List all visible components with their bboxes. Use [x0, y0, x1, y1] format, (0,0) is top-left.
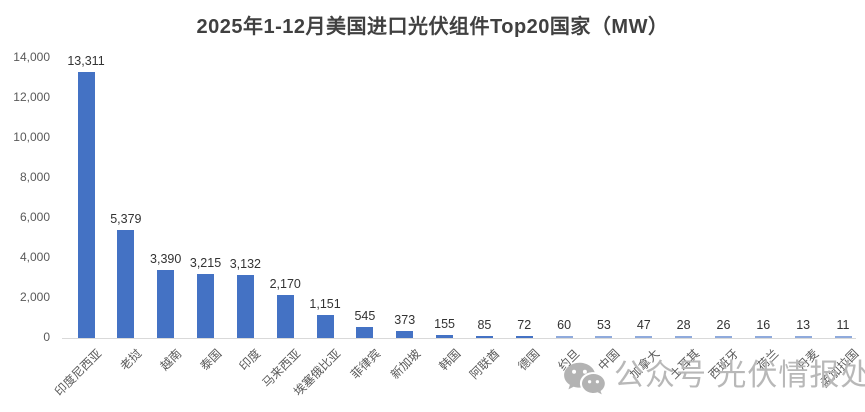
bar-value-label: 5,379	[110, 212, 142, 226]
bar	[236, 275, 254, 338]
bar-value-label: 47	[636, 318, 651, 332]
bar-value-label: 11	[836, 318, 850, 332]
x-tick-label: 菲律宾	[347, 346, 384, 382]
bar	[754, 336, 772, 338]
y-tick-label: 4,000	[19, 250, 50, 264]
bar-value-label: 545	[354, 309, 376, 323]
bar-value-label: 60	[557, 318, 572, 332]
bar	[157, 270, 175, 338]
x-tick-label: 韩国	[436, 346, 463, 374]
bar-value-label: 3,132	[229, 257, 261, 271]
bar-value-label: 1,151	[309, 297, 341, 311]
bar-value-label: 2,170	[269, 277, 301, 291]
x-tick-label: 阿联酋	[467, 346, 503, 382]
y-tick-label: 0	[43, 330, 50, 344]
bar	[117, 230, 135, 338]
bar	[197, 274, 215, 338]
bar-value-label: 26	[716, 318, 731, 332]
bar	[675, 336, 693, 338]
x-tick-label: 老挝	[117, 346, 145, 374]
bar	[515, 336, 533, 338]
bar-value-label: 3,390	[150, 252, 182, 266]
bar	[356, 327, 374, 338]
bar	[714, 336, 732, 338]
x-tick-label: 荷兰	[754, 346, 782, 374]
x-axis-line	[62, 338, 856, 339]
bar	[794, 336, 812, 338]
x-tick-label: 印度尼西亚	[51, 346, 105, 399]
chart-title: 2025年1-12月美国进口光伏组件Top20国家（MW）	[196, 16, 669, 38]
x-tick-label: 印度	[236, 346, 264, 374]
x-tick-label: 土耳其	[666, 346, 702, 382]
bar-value-label: 53	[596, 318, 611, 332]
x-tick-label: 泰国	[196, 346, 224, 374]
x-tick-label: 新加坡	[387, 346, 424, 382]
bar	[834, 336, 852, 338]
bar	[475, 336, 493, 338]
x-tick-label: 加拿大	[626, 346, 663, 382]
bar	[276, 295, 294, 338]
x-tick-label: 约旦	[555, 346, 583, 374]
x-tick-label: 丹麦	[794, 346, 822, 374]
bar	[555, 336, 573, 338]
bar	[396, 331, 414, 338]
bar-value-label: 85	[477, 318, 492, 332]
x-tick-label: 德国	[515, 346, 543, 374]
y-tick-label: 14,000	[13, 50, 50, 64]
bar-value-label: 373	[394, 313, 416, 327]
x-tick-label: 孟加拉国	[817, 346, 862, 391]
bar-value-label: 13,311	[67, 54, 105, 68]
y-tick-label: 2,000	[19, 290, 50, 304]
bar-value-label: 155	[434, 317, 455, 331]
y-tick-label: 10,000	[13, 130, 50, 144]
bar-value-label: 13	[796, 318, 811, 332]
bar-value-label: 28	[676, 318, 691, 332]
y-tick-label: 8,000	[19, 170, 50, 184]
bar-value-label: 16	[756, 318, 771, 332]
x-tick-label: 中国	[595, 346, 623, 374]
bar-value-label: 3,215	[189, 256, 222, 270]
bar	[316, 315, 334, 338]
bar	[595, 336, 613, 338]
y-tick-label: 6,000	[19, 210, 50, 224]
bar	[77, 72, 95, 338]
bar-value-label: 72	[517, 318, 532, 332]
x-tick-label: 西班牙	[706, 346, 742, 382]
bar	[436, 335, 454, 338]
x-tick-label: 越南	[157, 346, 185, 374]
bar	[635, 336, 653, 338]
y-tick-label: 12,000	[13, 90, 50, 104]
